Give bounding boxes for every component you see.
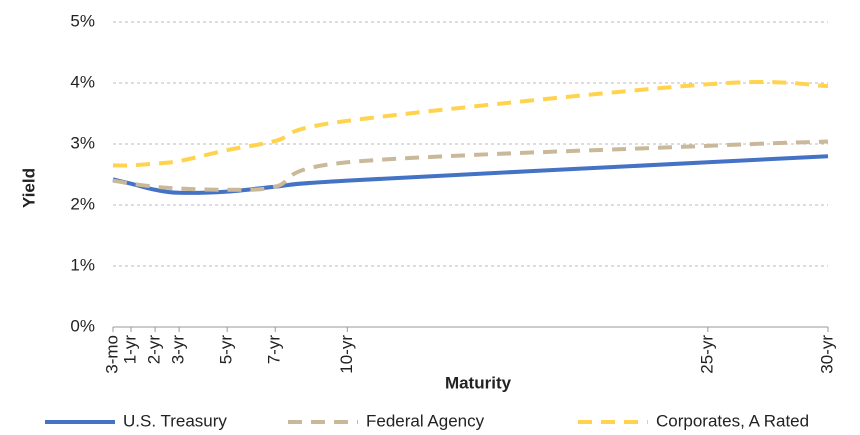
y-tick-label: 4%	[70, 72, 95, 91]
legend-label: Corporates, A Rated	[656, 411, 809, 430]
series-line	[112, 80, 829, 168]
x-tick-label: 3-yr	[169, 335, 188, 365]
series-line	[112, 139, 829, 192]
x-axis-title: Maturity	[445, 373, 512, 392]
y-tick-label: 0%	[70, 316, 95, 335]
y-axis-title: Yield	[19, 168, 38, 208]
x-tick-label: 10-yr	[337, 335, 356, 374]
legend-label: U.S. Treasury	[123, 411, 227, 430]
y-tick-label: 2%	[70, 194, 95, 213]
x-tick-label: 5-yr	[217, 335, 236, 365]
x-tick-label: 7-yr	[265, 335, 284, 365]
y-tick-label: 5%	[70, 11, 95, 30]
y-tick-label: 1%	[70, 255, 95, 274]
x-tick-label: 1-yr	[121, 335, 140, 365]
x-tick-label: 30-yr	[817, 335, 836, 374]
legend-label: Federal Agency	[366, 411, 485, 430]
x-tick-label: 3-mo	[102, 335, 121, 374]
x-tick-label: 2-yr	[145, 335, 164, 365]
y-tick-label: 3%	[70, 133, 95, 152]
x-tick-label: 25-yr	[697, 335, 716, 374]
series-line	[112, 154, 829, 195]
